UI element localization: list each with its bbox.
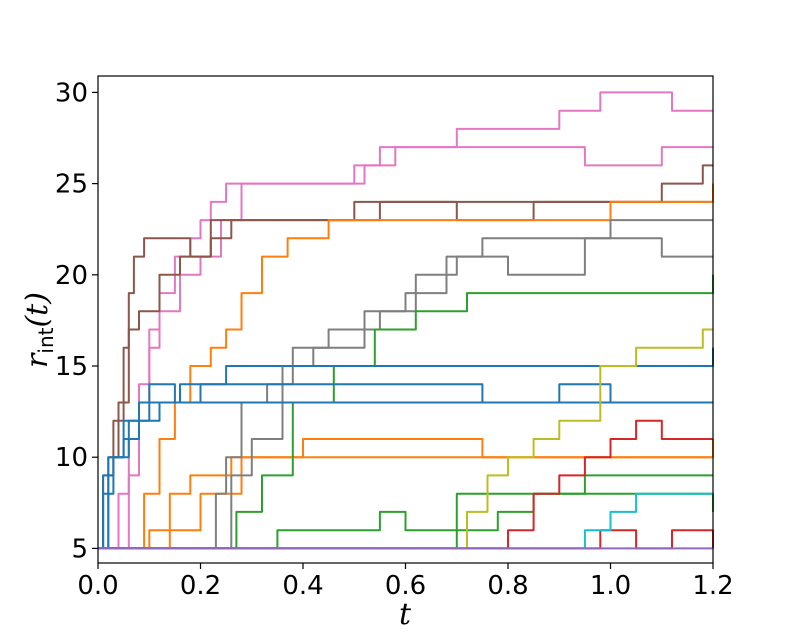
x-tick-label: 0.2: [180, 571, 221, 601]
x-tick-label: 1.2: [692, 571, 733, 601]
series-line-blue-2: [98, 347, 714, 550]
y-tick-label: 15: [55, 352, 88, 382]
y-tick-label: 20: [55, 261, 88, 291]
x-axis-label: t: [399, 597, 412, 632]
x-tick-label: 0.4: [282, 571, 323, 601]
y-axis-label-rest: (t): [20, 292, 55, 327]
series-line-brown-2: [98, 200, 713, 550]
y-tick-label: 30: [55, 78, 88, 108]
x-tick-label: 1.0: [590, 571, 631, 601]
series-line-orange-1: [98, 183, 714, 550]
series-line-gray-1: [98, 219, 713, 550]
x-tick-label: 0.8: [487, 571, 528, 601]
series-line-green-1: [98, 274, 714, 550]
series-line-blue-3: [98, 401, 713, 550]
series-line-gray-2: [98, 237, 713, 550]
y-axis-label-main: r: [20, 352, 55, 368]
y-tick-label: 10: [55, 443, 88, 473]
series-line-olive-1: [98, 328, 713, 550]
series-line-red-2: [98, 529, 714, 550]
series-group: [98, 91, 714, 550]
y-tick-label: 25: [55, 170, 88, 200]
y-tick-label: 5: [71, 534, 88, 564]
x-axis: 0.0 0.2 0.4 0.6 0.8 1.0 1.2: [77, 563, 734, 601]
series-line-orange-2: [98, 438, 713, 550]
series-line-red-1: [98, 419, 713, 550]
x-tick-label: 0.0: [77, 571, 118, 601]
x-tick-label: 0.6: [385, 571, 426, 601]
y-axis-label: rint(t): [20, 292, 58, 368]
y-axis: 5 10 15 20 25 30: [55, 78, 98, 564]
y-axis-label-sub: int: [34, 327, 58, 353]
